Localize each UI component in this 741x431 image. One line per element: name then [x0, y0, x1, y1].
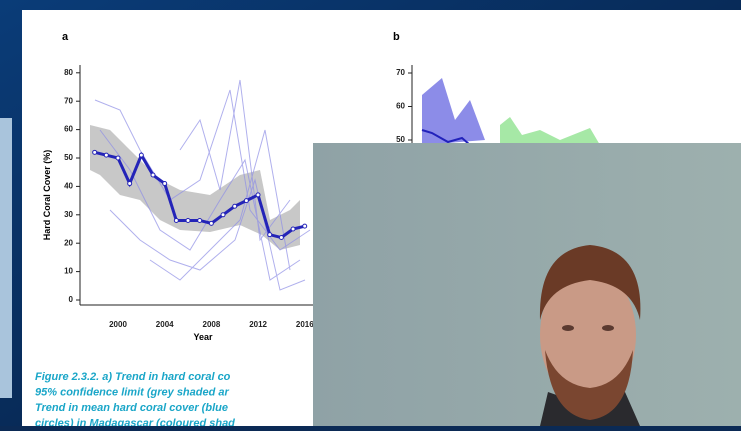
y-tick-label: 80	[64, 68, 73, 77]
webcam-frame	[313, 143, 741, 426]
mean-point	[208, 220, 214, 226]
y-tick-label: 0	[69, 295, 74, 304]
caption-line: Trend in mean hard coral cover (blue	[35, 402, 228, 414]
panel-label: a	[62, 31, 69, 43]
y-tick-label: 50	[396, 135, 405, 144]
mean-line	[421, 129, 471, 146]
mean-point	[150, 172, 156, 178]
mean-point	[302, 223, 308, 229]
mean-point	[243, 198, 249, 204]
x-tick-label: 2004	[156, 320, 174, 329]
mean-point	[220, 212, 226, 218]
mean-point	[162, 181, 168, 187]
mean-point	[290, 226, 296, 232]
y-tick-label: 70	[396, 68, 405, 77]
mean-point	[127, 181, 133, 187]
beard	[545, 350, 633, 420]
mean-point	[92, 149, 98, 155]
shaded-area	[500, 117, 600, 145]
mean-point	[278, 235, 284, 241]
x-tick-label: 2008	[203, 320, 221, 329]
caption-line: circles) in Madagascar (coloured shad	[35, 418, 235, 427]
mean-point	[267, 232, 273, 238]
y-tick-label: 60	[396, 102, 405, 111]
x-tick-label: 2016	[296, 320, 314, 329]
y-axis-label: Hard Coral Cover (%)	[42, 150, 52, 241]
shaded-area	[422, 78, 485, 145]
y-tick-label: 50	[64, 153, 73, 162]
face	[540, 267, 636, 403]
caption-line: Figure 2.3.2. a) Trend in hard coral co	[35, 371, 231, 383]
mean-point	[138, 152, 144, 158]
confidence-band	[90, 125, 300, 250]
panel-label: b	[393, 31, 400, 43]
mean-point	[232, 203, 238, 209]
mean-point	[103, 152, 109, 158]
mean-point	[173, 217, 179, 223]
y-tick-label: 40	[64, 182, 73, 191]
y-tick-label: 30	[64, 210, 73, 219]
mean-point	[197, 217, 203, 223]
mean-point	[255, 192, 261, 198]
x-tick-label: 2012	[249, 320, 267, 329]
y-tick-label: 70	[64, 96, 73, 105]
mean-point	[185, 217, 191, 223]
panel-a: a Hard Coral Cover (%) Year 0 10 20 30 40 50 6…	[42, 31, 320, 342]
webcam	[313, 143, 741, 426]
panel-b: b 50 60 70	[393, 31, 600, 150]
x-tick-label: 2000	[109, 320, 127, 329]
y-tick-label: 20	[64, 238, 73, 247]
y-tick-label: 60	[64, 125, 73, 134]
y-tick-label: 10	[64, 267, 73, 276]
eye	[602, 325, 614, 331]
caption-line: 95% confidence limit (grey shaded ar	[35, 387, 230, 399]
side-image	[0, 118, 12, 398]
x-axis-label: Year	[193, 332, 213, 342]
mean-point	[115, 155, 121, 161]
hair	[539, 245, 641, 320]
eye	[562, 325, 574, 331]
